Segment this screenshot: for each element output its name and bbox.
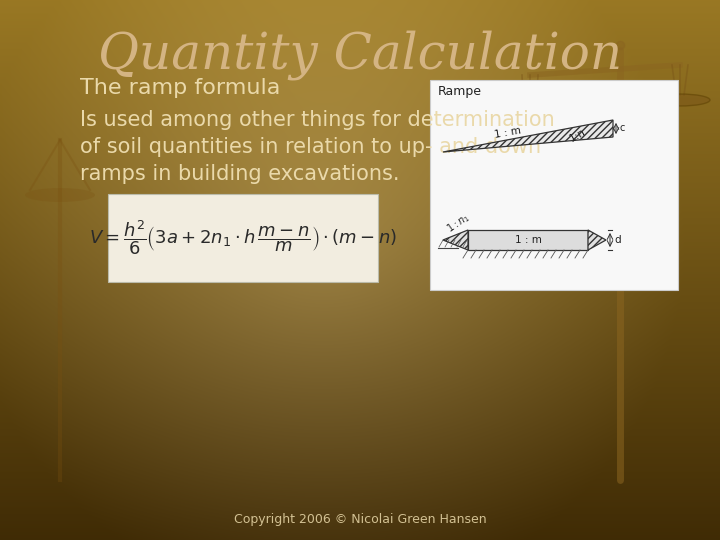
Ellipse shape xyxy=(25,188,95,202)
Polygon shape xyxy=(443,120,613,152)
Text: Rampe: Rampe xyxy=(438,85,482,98)
Text: 1 : m: 1 : m xyxy=(515,235,541,245)
Text: Is used among other things for determination
of soil quantities in relation to u: Is used among other things for determina… xyxy=(80,110,554,184)
Text: $V = \dfrac{h^2}{6}\left(3a + 2n_1 \cdot h\,\dfrac{m-n}{m}\right) \cdot (m-n)$: $V = \dfrac{h^2}{6}\left(3a + 2n_1 \cdot… xyxy=(89,219,397,258)
Text: $1:n_1$: $1:n_1$ xyxy=(444,210,472,236)
Text: d: d xyxy=(614,235,621,245)
Text: Quantity Calculation: Quantity Calculation xyxy=(98,30,622,80)
Text: 1:n: 1:n xyxy=(568,127,588,144)
Polygon shape xyxy=(588,230,606,250)
Polygon shape xyxy=(443,230,468,250)
Text: Copyright 2006 © Nicolai Green Hansen: Copyright 2006 © Nicolai Green Hansen xyxy=(234,513,486,526)
Bar xyxy=(430,80,678,290)
Bar xyxy=(468,230,588,250)
Bar xyxy=(108,194,378,282)
Ellipse shape xyxy=(650,94,710,106)
Text: c: c xyxy=(620,123,626,133)
Text: 1 : m: 1 : m xyxy=(494,125,522,140)
Ellipse shape xyxy=(500,154,560,166)
Text: The ramp formula: The ramp formula xyxy=(80,78,280,98)
